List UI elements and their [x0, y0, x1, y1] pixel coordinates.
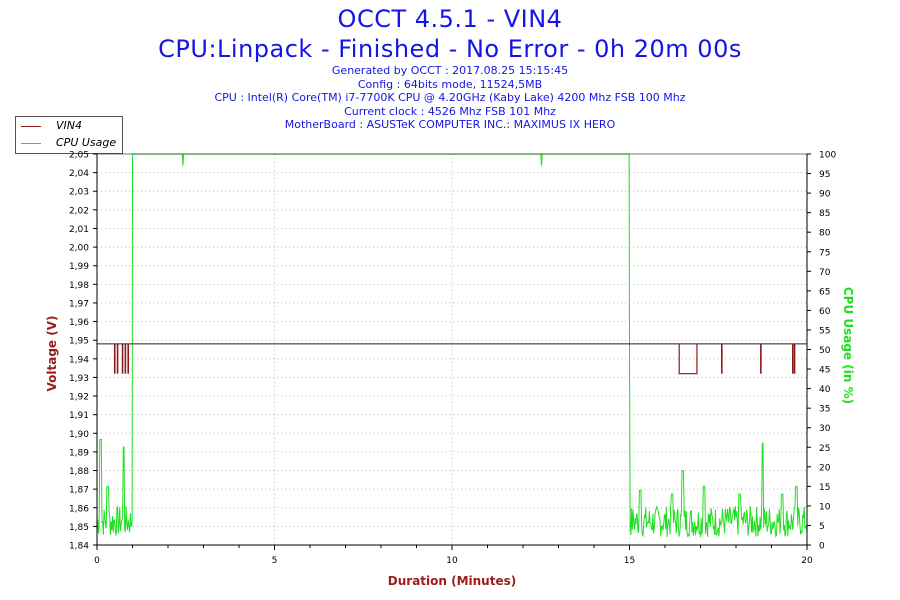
vin4-dip-interval	[678, 343, 698, 375]
y-left-tick-label: 1,98	[69, 281, 89, 291]
legend-item-vin4: VIN4	[16, 118, 122, 134]
y-left-tick-label: 1,99	[69, 262, 89, 272]
y-left-tick-label: 1,84	[69, 542, 89, 552]
chart-title: OCCT 4.5.1 - VIN4	[337, 5, 563, 33]
plot-area	[97, 154, 807, 545]
x-tick-label: 0	[94, 556, 100, 566]
y-right-tick-label: 10	[819, 502, 831, 512]
y-left-tick-label: 2,02	[69, 206, 89, 216]
y-left-tick-label: 2,01	[69, 225, 89, 235]
y-right-tick-label: 55	[819, 326, 830, 336]
y-right-tick-label: 5	[819, 522, 825, 532]
x-axis-label: Duration (Minutes)	[388, 574, 516, 588]
y-right-tick-label: 20	[819, 463, 831, 473]
y-right-tick-label: 50	[819, 346, 831, 356]
x-tick-label: 5	[272, 556, 278, 566]
y-right-tick-label: 25	[819, 444, 830, 454]
legend-label-vin4: VIN4	[56, 119, 82, 132]
legend-swatch-cpu-usage	[21, 143, 41, 144]
chart-subtitle: CPU:Linpack - Finished - No Error - 0h 2…	[158, 35, 742, 63]
y-right-tick-label: 80	[819, 229, 831, 239]
y-right-tick-label: 100	[819, 151, 836, 161]
y-left-tick-label: 1,89	[69, 448, 89, 458]
y-right-tick-label: 60	[819, 307, 831, 317]
motherboard-line: MotherBoard : ASUSTeK COMPUTER INC.: MAX…	[284, 118, 616, 131]
axes: 1,84 1,85 1,86 1,87 1,88 1,89 1,90 1,91 1,92 1,93…	[69, 151, 836, 567]
y-left-tick-label: 1,92	[69, 393, 89, 403]
y-right-tick-label: 30	[819, 424, 831, 434]
y-left-tick-label: 2,03	[69, 188, 89, 198]
y-left-tick-label: 1,86	[69, 504, 89, 514]
y-right-tick-label: 35	[819, 405, 830, 415]
y-left-tick-label: 2,00	[69, 244, 89, 254]
y-left-tick-label: 1,87	[69, 486, 89, 496]
legend-label-cpu-usage: CPU Usage	[56, 136, 117, 149]
y-left-tick-label: 2,04	[69, 169, 89, 179]
x-tick-label: 20	[801, 556, 813, 566]
y-axis-left-label: Voltage (V)	[45, 316, 59, 392]
x-tick-label: 15	[624, 556, 635, 566]
y-right-tick-label: 90	[819, 190, 831, 200]
y-left-tick-label: 2,05	[69, 151, 89, 161]
chart-header: OCCT 4.5.1 - VIN4 CPU:Linpack - Finished…	[0, 4, 900, 132]
y-left-tick-label: 1,95	[69, 337, 89, 347]
legend-item-cpu-usage: CPU Usage	[16, 135, 122, 151]
y-axis-right-label: CPU Usage (in %)	[841, 287, 855, 404]
y-left-tick-label: 1,93	[69, 374, 89, 384]
y-right-tick-label: 65	[819, 287, 830, 297]
y-left-tick-label: 1,97	[69, 299, 89, 309]
cpu-line: CPU : Intel(R) Core(TM) i7-7700K CPU @ 4…	[214, 91, 686, 104]
y-left-tick-label: 1,94	[69, 355, 89, 365]
y-left-tick-label: 1,96	[69, 318, 89, 328]
y-right-tick-label: 45	[819, 366, 830, 376]
y-right-tick-label: 85	[819, 209, 830, 219]
y-left-tick-label: 1,88	[69, 467, 89, 477]
chart-legend: VIN4 CPU Usage	[15, 116, 123, 154]
y-left-tick-label: 1,91	[69, 411, 89, 421]
y-right-tick-label: 75	[819, 248, 830, 258]
x-tick-label: 10	[446, 556, 458, 566]
y-right-tick-label: 95	[819, 170, 830, 180]
y-right-tick-label: 15	[819, 483, 830, 493]
legend-swatch-vin4	[21, 126, 41, 127]
generated-line: Generated by OCCT : 2017.08.25 15:15:45	[331, 64, 569, 77]
y-left-tick-label: 1,85	[69, 523, 89, 533]
y-left-tick-label: 1,90	[69, 430, 89, 440]
y-right-tick-label: 40	[819, 385, 831, 395]
clock-line: Current clock : 4526 Mhz FSB 101 Mhz	[344, 104, 556, 118]
config-line: Config : 64bits mode, 11524,5MB	[357, 77, 543, 91]
y-right-tick-label: 70	[819, 268, 831, 278]
y-right-tick-label: 0	[819, 542, 825, 552]
